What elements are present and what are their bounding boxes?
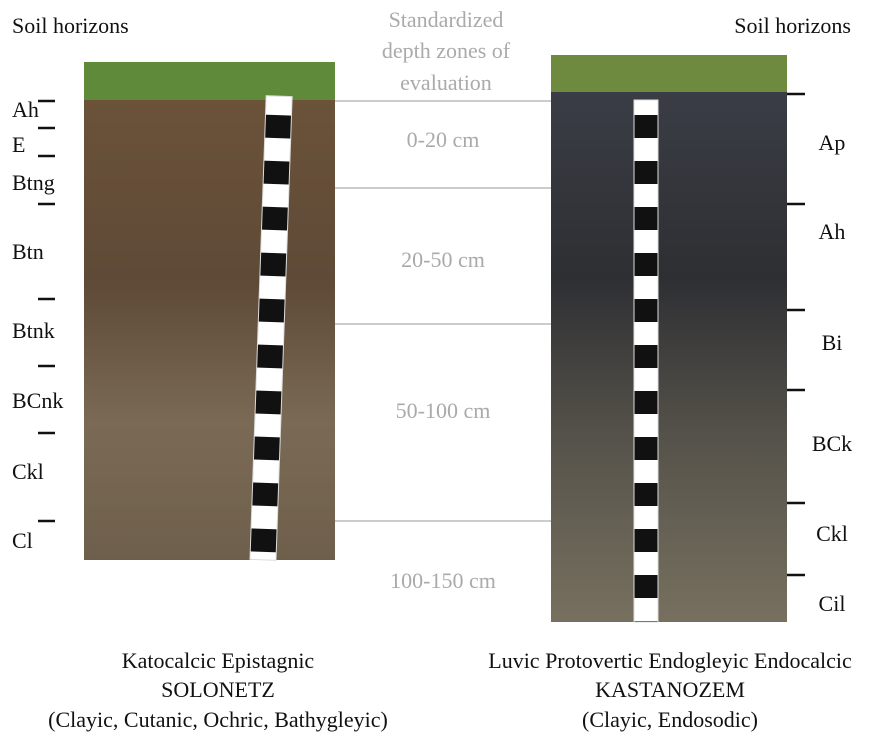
horizon-label: E [12, 132, 25, 157]
zone-label: 0-20 cm [407, 127, 480, 152]
left-title: Soil horizons [12, 13, 129, 38]
horizon-label: Ckl [12, 459, 44, 484]
horizon-label: Ah [819, 219, 846, 244]
horizon-label: Bi [822, 330, 843, 355]
horizon-label: Btnk [12, 318, 55, 343]
zone-header: depth zones of [382, 38, 511, 63]
zone-label: 20-50 cm [401, 247, 485, 272]
horizon-label: Cl [12, 528, 33, 553]
right-title: Soil horizons [734, 13, 851, 38]
right-photo [551, 55, 787, 622]
horizon-label: Ckl [816, 521, 848, 546]
zone-header: Standardized [389, 7, 504, 32]
caption: Luvic Protovertic Endogleyic Endocalcic [488, 648, 852, 673]
caption: SOLONETZ [161, 677, 275, 702]
caption: Katocalcic Epistagnic [122, 648, 315, 673]
horizon-label: Btng [12, 170, 55, 195]
horizon-label: BCnk [12, 388, 63, 413]
caption: KASTANOZEM [595, 677, 745, 702]
horizon-label: BCk [812, 431, 852, 456]
zone-header: evaluation [400, 70, 492, 95]
figure: Soil horizons Soil horizons Ah E Btng Btn Bt… [0, 0, 879, 733]
left-photo [84, 62, 335, 560]
caption: (Clayic, Endosodic) [582, 707, 758, 732]
zone-label: 100-150 cm [390, 568, 496, 593]
horizon-label: Ap [819, 130, 846, 155]
horizon-label: Cil [819, 591, 846, 616]
zone-lines [335, 101, 551, 521]
zone-label: 50-100 cm [396, 398, 491, 423]
horizon-label: Btn [12, 239, 44, 264]
horizon-label: Ah [12, 97, 39, 122]
caption: (Clayic, Cutanic, Ochric, Bathygleyic) [48, 707, 388, 732]
